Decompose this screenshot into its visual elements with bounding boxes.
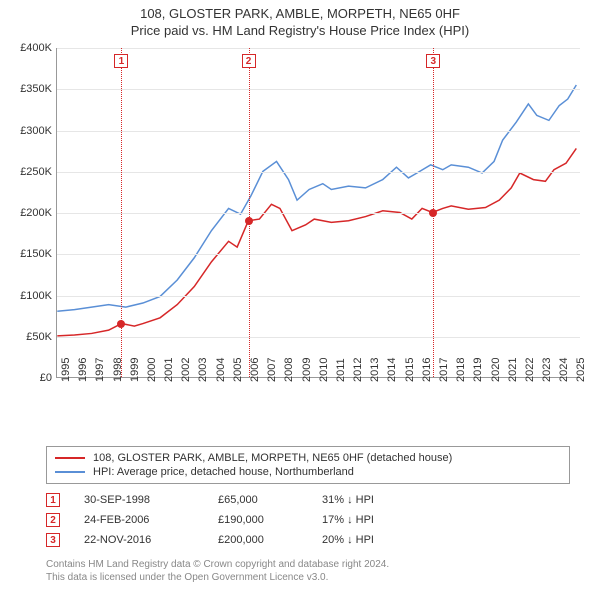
events-table: 1 30-SEP-1998 £65,000 31% ↓ HPI 2 24-FEB-2006… bbox=[46, 490, 570, 550]
x-axis-label: 2014 bbox=[386, 358, 398, 382]
chart-title-line2: Price paid vs. HM Land Registry's House … bbox=[0, 23, 600, 38]
legend-item: 108, GLOSTER PARK, AMBLE, MORPETH, NE65 … bbox=[55, 451, 561, 465]
chart-title-line1: 108, GLOSTER PARK, AMBLE, MORPETH, NE65 … bbox=[0, 6, 600, 21]
series-line bbox=[57, 148, 576, 336]
footer-line2: This data is licensed under the Open Gov… bbox=[46, 571, 570, 584]
event-price: £200,000 bbox=[218, 534, 298, 546]
x-axis-label: 2012 bbox=[352, 358, 364, 382]
x-axis-label: 2022 bbox=[524, 358, 536, 382]
x-axis-label: 2016 bbox=[421, 358, 433, 382]
x-axis-label: 2002 bbox=[180, 358, 192, 382]
event-marker-badge: 3 bbox=[426, 54, 440, 68]
chart-container: 108, GLOSTER PARK, AMBLE, MORPETH, NE65 … bbox=[0, 0, 600, 590]
event-row: 3 22-NOV-2016 £200,000 20% ↓ HPI bbox=[46, 530, 570, 550]
x-axis-label: 2017 bbox=[438, 358, 450, 382]
x-axis-label: 2001 bbox=[163, 358, 175, 382]
event-marker-line bbox=[249, 48, 250, 377]
x-axis-label: 2021 bbox=[507, 358, 519, 382]
gridline-h bbox=[57, 131, 580, 132]
event-row: 2 24-FEB-2006 £190,000 17% ↓ HPI bbox=[46, 510, 570, 530]
x-axis-label: 2006 bbox=[249, 358, 261, 382]
footer-line1: Contains HM Land Registry data © Crown c… bbox=[46, 558, 570, 571]
gridline-h bbox=[57, 48, 580, 49]
x-axis-label: 2003 bbox=[197, 358, 209, 382]
y-axis-label: £250K bbox=[10, 166, 52, 178]
x-axis-label: 2005 bbox=[232, 358, 244, 382]
event-marker-dot bbox=[117, 320, 125, 328]
x-axis-label: 2018 bbox=[455, 358, 467, 382]
legend-item: HPI: Average price, detached house, Nort… bbox=[55, 465, 561, 479]
event-marker-badge: 2 bbox=[242, 54, 256, 68]
event-hpi-diff: 17% ↓ HPI bbox=[322, 514, 374, 526]
x-axis-label: 2015 bbox=[404, 358, 416, 382]
gridline-h bbox=[57, 172, 580, 173]
event-date: 30-SEP-1998 bbox=[84, 494, 194, 506]
event-hpi-diff: 31% ↓ HPI bbox=[322, 494, 374, 506]
event-marker-dot bbox=[429, 209, 437, 217]
x-axis-label: 2004 bbox=[215, 358, 227, 382]
event-badge: 3 bbox=[46, 533, 60, 547]
event-row: 1 30-SEP-1998 £65,000 31% ↓ HPI bbox=[46, 490, 570, 510]
y-axis-label: £350K bbox=[10, 83, 52, 95]
event-price: £190,000 bbox=[218, 514, 298, 526]
x-axis-label: 1997 bbox=[94, 358, 106, 382]
x-axis-label: 2024 bbox=[558, 358, 570, 382]
series-line bbox=[57, 85, 576, 311]
gridline-h bbox=[57, 89, 580, 90]
legend-box: 108, GLOSTER PARK, AMBLE, MORPETH, NE65 … bbox=[46, 446, 570, 484]
event-price: £65,000 bbox=[218, 494, 298, 506]
x-axis-label: 1999 bbox=[129, 358, 141, 382]
plot-region: 1 2 3 bbox=[56, 48, 580, 378]
event-badge: 1 bbox=[46, 493, 60, 507]
event-marker-badge: 1 bbox=[114, 54, 128, 68]
x-axis-label: 2000 bbox=[146, 358, 158, 382]
legend-swatch bbox=[55, 457, 85, 459]
event-date: 24-FEB-2006 bbox=[84, 514, 194, 526]
event-badge: 2 bbox=[46, 513, 60, 527]
y-axis-label: £300K bbox=[10, 125, 52, 137]
legend-swatch bbox=[55, 471, 85, 473]
y-axis-label: £200K bbox=[10, 207, 52, 219]
footer-attribution: Contains HM Land Registry data © Crown c… bbox=[46, 558, 570, 584]
y-axis-label: £400K bbox=[10, 42, 52, 54]
legend-label: 108, GLOSTER PARK, AMBLE, MORPETH, NE65 … bbox=[93, 452, 452, 464]
x-axis-label: 2020 bbox=[490, 358, 502, 382]
gridline-h bbox=[57, 337, 580, 338]
event-date: 22-NOV-2016 bbox=[84, 534, 194, 546]
gridline-h bbox=[57, 254, 580, 255]
gridline-h bbox=[57, 213, 580, 214]
x-axis-label: 1995 bbox=[60, 358, 72, 382]
x-axis-label: 2011 bbox=[335, 358, 347, 382]
y-axis-label: £0 bbox=[10, 372, 52, 384]
x-axis-label: 2008 bbox=[283, 358, 295, 382]
x-axis-label: 2010 bbox=[318, 358, 330, 382]
x-axis-label: 2013 bbox=[369, 358, 381, 382]
x-axis-label: 2025 bbox=[575, 358, 587, 382]
chart-area: 1 2 3 £0 £50K £100K £150K £200K £250K £300K £350K… bbox=[10, 48, 590, 438]
y-axis-label: £50K bbox=[10, 331, 52, 343]
y-axis-label: £150K bbox=[10, 248, 52, 260]
legend-label: HPI: Average price, detached house, Nort… bbox=[93, 466, 354, 478]
event-marker-dot bbox=[245, 217, 253, 225]
y-axis-label: £100K bbox=[10, 290, 52, 302]
title-block: 108, GLOSTER PARK, AMBLE, MORPETH, NE65 … bbox=[0, 0, 600, 42]
gridline-h bbox=[57, 296, 580, 297]
x-axis-label: 2007 bbox=[266, 358, 278, 382]
x-axis-label: 1998 bbox=[112, 358, 124, 382]
x-axis-label: 1996 bbox=[77, 358, 89, 382]
x-axis-label: 2023 bbox=[541, 358, 553, 382]
event-hpi-diff: 20% ↓ HPI bbox=[322, 534, 374, 546]
x-axis-label: 2019 bbox=[472, 358, 484, 382]
x-axis-label: 2009 bbox=[301, 358, 313, 382]
